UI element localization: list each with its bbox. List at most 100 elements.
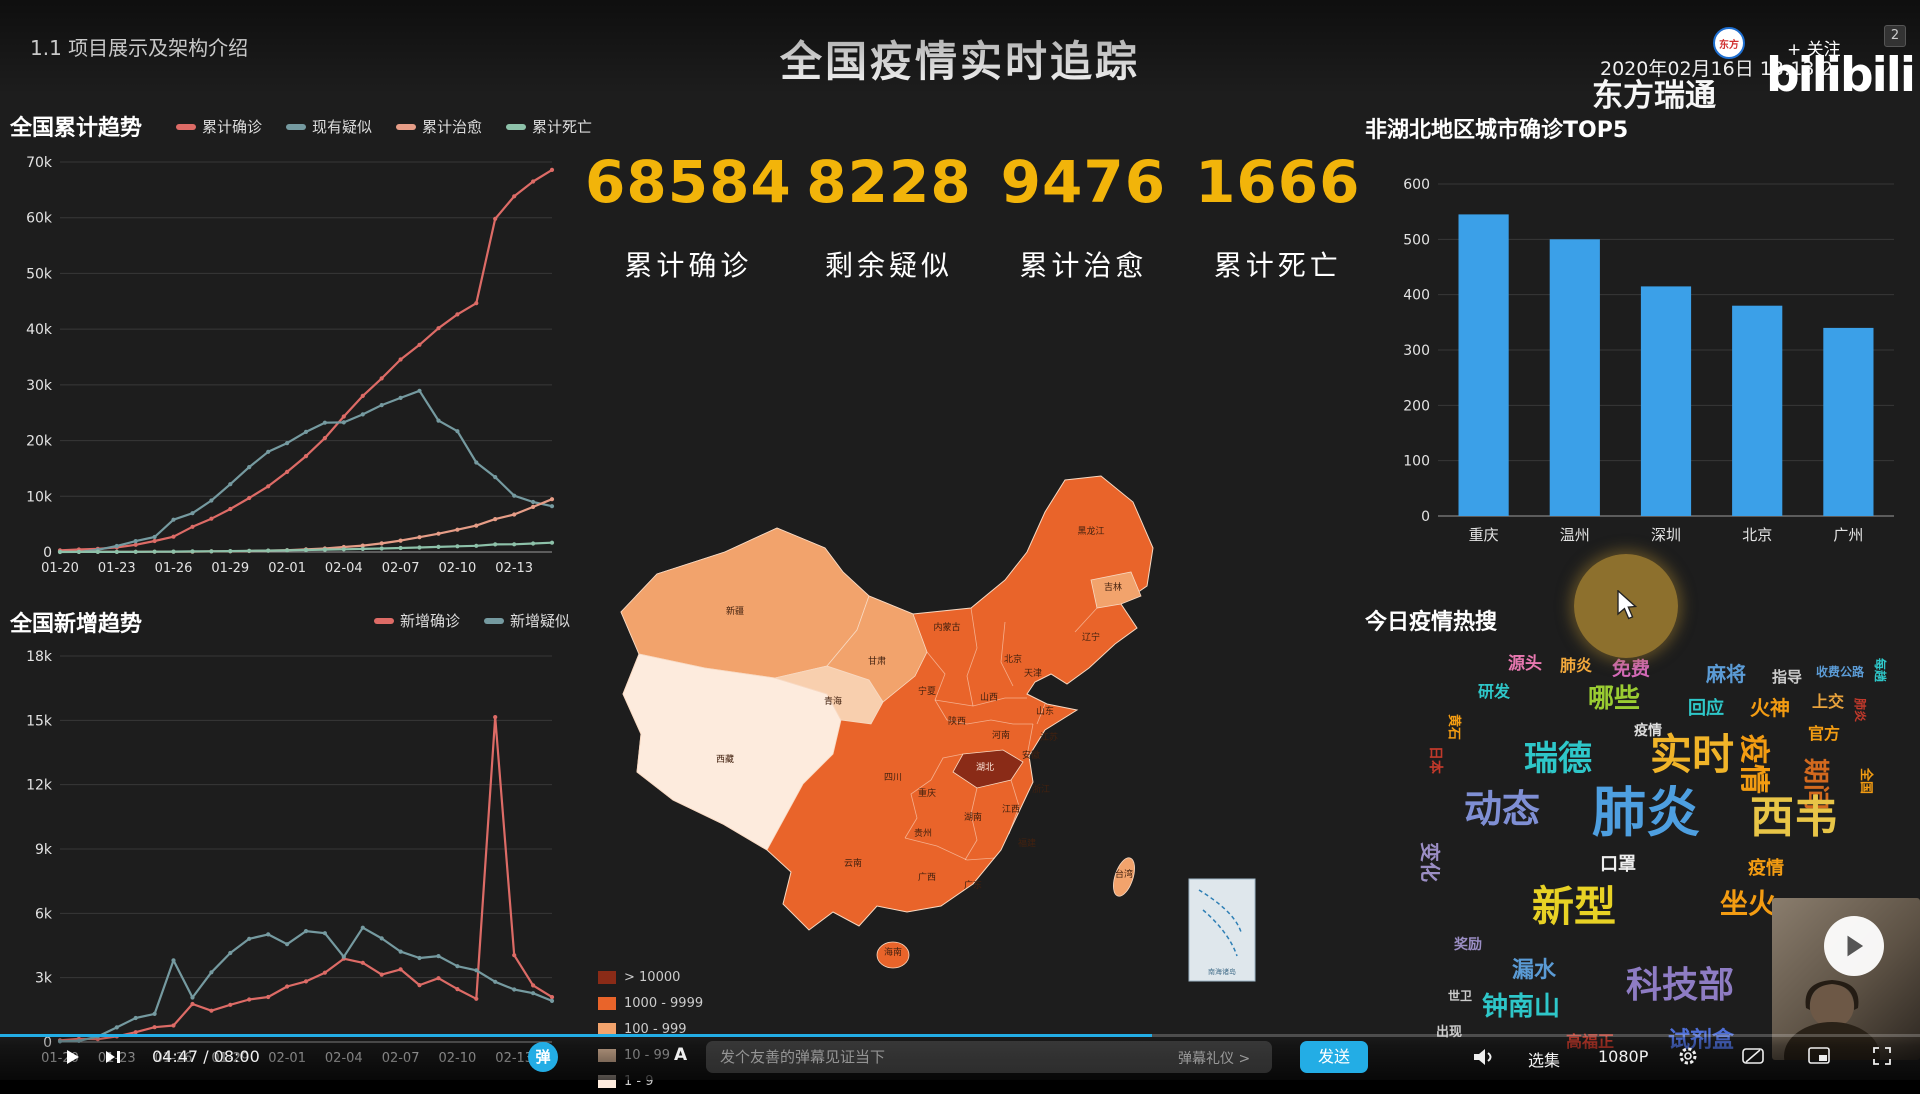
bar [1732, 305, 1783, 516]
province-label: 辽宁 [1082, 631, 1100, 643]
y-tick-label: 9k [35, 842, 53, 858]
hotsearch-word: 动态 [1464, 787, 1541, 831]
bar [1549, 239, 1600, 517]
data-point [133, 1015, 138, 1021]
hotsearch-word: 火神 [1750, 696, 1790, 720]
legend-label: 新增确诊 [400, 612, 461, 630]
hotsearch-word: 源头 [1508, 654, 1542, 674]
data-point [417, 342, 422, 347]
settings-gear-icon[interactable] [1678, 1046, 1698, 1066]
notification-badge[interactable]: 2 [1884, 25, 1906, 47]
daily-legend: 新增确诊 新增疑似 [374, 610, 570, 631]
data-point [152, 1011, 157, 1016]
stat-suspected-label: 剩余疑似 [824, 249, 953, 282]
y-tick-label: 500 [1403, 232, 1430, 248]
data-point [209, 498, 214, 503]
top5-bar-chart: 0 100 200 300 400 500 600 重庆 温州 深圳 北京 广州 [1403, 177, 1894, 544]
volume-icon[interactable] [1472, 1047, 1496, 1067]
danmaku-switch-icon[interactable] [1742, 1047, 1764, 1065]
province-label: 江西 [1002, 804, 1020, 815]
province-label: 天津 [1024, 668, 1042, 679]
legend-marker [286, 123, 307, 130]
mini-player-icon[interactable] [1808, 1047, 1830, 1065]
hotsearch-word: 上交 [1812, 692, 1845, 711]
stat-suspected-value: 8228 [806, 148, 972, 216]
data-point [417, 955, 422, 961]
player-control-bar: 04:47 / 08:00 弹 A 弹幕礼仪 > 发送 选集 1080P [0, 1034, 1920, 1080]
province-label: 江苏 [1040, 731, 1058, 743]
data-point [247, 495, 252, 501]
hotsearch-word: 西韦 [1750, 792, 1838, 843]
province-label: 海南 [884, 946, 902, 958]
data-point [322, 547, 327, 552]
data-point [531, 499, 536, 505]
map-legend-row: > 10000 [598, 964, 703, 990]
data-point [152, 549, 157, 554]
x-tick-label: 温州 [1560, 526, 1590, 544]
series-line [59, 715, 553, 1042]
data-point [417, 983, 422, 988]
province-label: 北京 [1004, 653, 1022, 665]
fullscreen-icon[interactable] [1872, 1046, 1892, 1066]
legend-item: 累计死亡 [506, 116, 592, 137]
legend-item: 新增疑似 [484, 610, 570, 631]
stat-cured-value: 9476 [1000, 148, 1167, 216]
danmaku-toggle[interactable]: 弹 [528, 1042, 558, 1072]
top5-panel-title: 非湖北地区城市确诊TOP5 [1365, 118, 1629, 143]
hotsearch-word: 肺炎 [1592, 781, 1700, 844]
data-point [285, 469, 290, 474]
y-tick-label: 30k [26, 378, 53, 394]
avatar-text: 东方 [1719, 39, 1739, 51]
hotsearch-word: 实时 [1650, 730, 1735, 779]
data-point [247, 997, 252, 1002]
data-point [531, 179, 536, 184]
data-point [417, 388, 422, 393]
province-label: 新疆 [726, 605, 744, 617]
legend-marker [396, 123, 417, 130]
data-point [455, 312, 460, 317]
data-point [133, 542, 138, 547]
hotsearch-word: 免费 [1612, 658, 1651, 680]
next-episode-button[interactable] [104, 1048, 122, 1066]
danmaku-input[interactable] [706, 1041, 1272, 1073]
danmaku-etiquette-link[interactable]: 弹幕礼仪 > [1178, 1051, 1251, 1067]
data-point [190, 511, 195, 516]
map-legend-row: 1000 - 9999 [598, 990, 703, 1016]
x-tick-label: 02-10 [439, 561, 477, 576]
data-point [190, 549, 195, 554]
y-tick-label: 400 [1403, 288, 1430, 304]
hotsearch-wordcloud: 源头 肺炎 免费 麻将 指导 收费公路 每趟 研发 哪些 回应 火神 上交 肺炎 黄石 疫情 官方 日本 瑞德 实时… [1418, 640, 1906, 1070]
data-point [228, 506, 233, 512]
data-point [303, 454, 309, 459]
region-gansu [826, 595, 928, 703]
province-label: 台湾 [1115, 868, 1133, 880]
map-legend-label: 100 - 999 [624, 1021, 687, 1037]
y-tick-label: 0 [43, 545, 52, 561]
quality-button[interactable]: 1080P [1598, 1047, 1649, 1066]
data-point [341, 414, 346, 419]
stat-confirmed-value: 68584 [585, 148, 792, 216]
region-xinjiang [620, 527, 870, 679]
data-point [531, 991, 536, 996]
data-point [474, 301, 479, 306]
danmaku-style-button[interactable]: A [674, 1045, 688, 1065]
data-point [474, 460, 479, 465]
progress-bar[interactable] [0, 1034, 1920, 1037]
data-point [171, 517, 176, 522]
province-label: 广西 [918, 871, 936, 883]
bar [1640, 286, 1692, 516]
hotsearch-word: 黄石 [1446, 714, 1461, 741]
data-point [474, 968, 479, 973]
play-button[interactable] [64, 1048, 82, 1066]
data-point [379, 972, 384, 977]
inset-label: 南海诸岛 [1208, 967, 1236, 976]
stat-deaths: 1666 累计死亡 [1181, 148, 1375, 284]
province-label: 湖南 [964, 811, 982, 823]
data-point [95, 549, 100, 554]
province-label: 西藏 [716, 753, 734, 765]
episodes-button[interactable]: 选集 [1528, 1051, 1561, 1070]
hotsearch-word: 奖励 [1454, 937, 1482, 953]
data-point [398, 949, 403, 954]
send-danmaku-button[interactable]: 发送 [1300, 1041, 1368, 1073]
uploader-avatar[interactable]: 东方 [1713, 27, 1745, 59]
